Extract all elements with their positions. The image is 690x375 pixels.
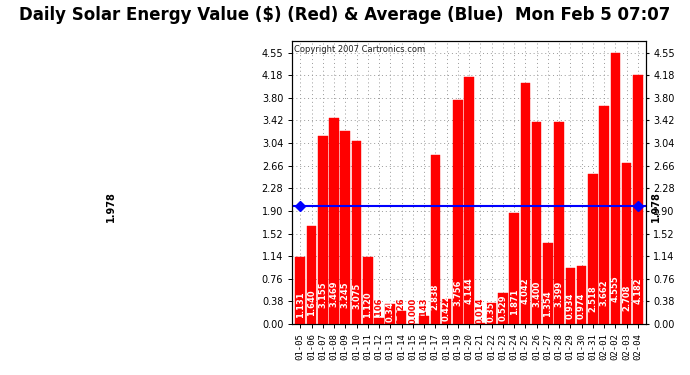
Text: 4.182: 4.182 — [633, 277, 642, 304]
Bar — [442, 299, 451, 324]
Bar — [386, 304, 395, 324]
Text: 0.422: 0.422 — [442, 295, 451, 321]
Text: 3.399: 3.399 — [555, 281, 564, 307]
Bar — [397, 310, 406, 324]
Text: 0.934: 0.934 — [566, 292, 575, 319]
Text: 2.708: 2.708 — [622, 284, 631, 310]
Text: 1.354: 1.354 — [543, 290, 552, 317]
Text: 3.245: 3.245 — [341, 281, 350, 308]
Bar — [431, 155, 440, 324]
Text: Copyright 2007 Cartronics.com: Copyright 2007 Cartronics.com — [294, 45, 425, 54]
Text: 0.000: 0.000 — [408, 297, 417, 324]
Text: 4.555: 4.555 — [611, 275, 620, 302]
Bar — [588, 174, 598, 324]
Text: 0.974: 0.974 — [577, 292, 586, 319]
Bar — [611, 53, 620, 324]
Bar — [307, 226, 316, 324]
Text: 1.120: 1.120 — [363, 291, 373, 318]
Bar — [633, 75, 642, 324]
Text: 3.662: 3.662 — [600, 279, 609, 306]
Text: 3.155: 3.155 — [318, 282, 327, 309]
Bar — [340, 131, 350, 324]
Bar — [420, 316, 428, 324]
Text: 4.144: 4.144 — [464, 277, 473, 304]
Text: 3.400: 3.400 — [532, 281, 541, 307]
Text: 1.871: 1.871 — [510, 288, 519, 315]
Bar — [532, 122, 542, 324]
Text: 0.106: 0.106 — [375, 297, 384, 324]
Bar — [509, 213, 519, 324]
Bar — [374, 318, 384, 324]
Bar — [486, 303, 496, 324]
Text: Daily Solar Energy Value ($) (Red) & Average (Blue)  Mon Feb 5 07:07: Daily Solar Energy Value ($) (Red) & Ave… — [19, 6, 671, 24]
Bar — [600, 106, 609, 324]
Text: 1.978: 1.978 — [651, 191, 661, 222]
Bar — [295, 257, 305, 324]
Bar — [352, 141, 362, 324]
Bar — [577, 266, 586, 324]
Text: 3.756: 3.756 — [453, 279, 462, 306]
Text: 1.640: 1.640 — [307, 289, 316, 316]
Bar — [475, 323, 485, 324]
Text: 2.838: 2.838 — [431, 284, 440, 310]
Bar — [622, 163, 631, 324]
Bar — [520, 83, 530, 324]
Text: 2.518: 2.518 — [589, 285, 598, 312]
Text: 0.143: 0.143 — [420, 297, 428, 324]
Bar — [363, 257, 373, 324]
Text: 1.978: 1.978 — [106, 191, 116, 222]
Text: 0.014: 0.014 — [476, 297, 485, 324]
Text: 3.469: 3.469 — [330, 280, 339, 307]
Text: 0.226: 0.226 — [397, 297, 406, 324]
Bar — [318, 136, 328, 324]
Bar — [464, 77, 474, 324]
Text: 0.351: 0.351 — [487, 296, 496, 322]
Bar — [329, 117, 339, 324]
Text: 0.340: 0.340 — [386, 296, 395, 322]
Text: 4.042: 4.042 — [521, 278, 530, 304]
Text: 3.075: 3.075 — [352, 282, 361, 309]
Bar — [498, 292, 508, 324]
Text: 1.131: 1.131 — [296, 291, 305, 318]
Bar — [453, 100, 462, 324]
Bar — [566, 268, 575, 324]
Bar — [554, 122, 564, 324]
Text: 0.529: 0.529 — [498, 294, 507, 321]
Bar — [543, 243, 553, 324]
